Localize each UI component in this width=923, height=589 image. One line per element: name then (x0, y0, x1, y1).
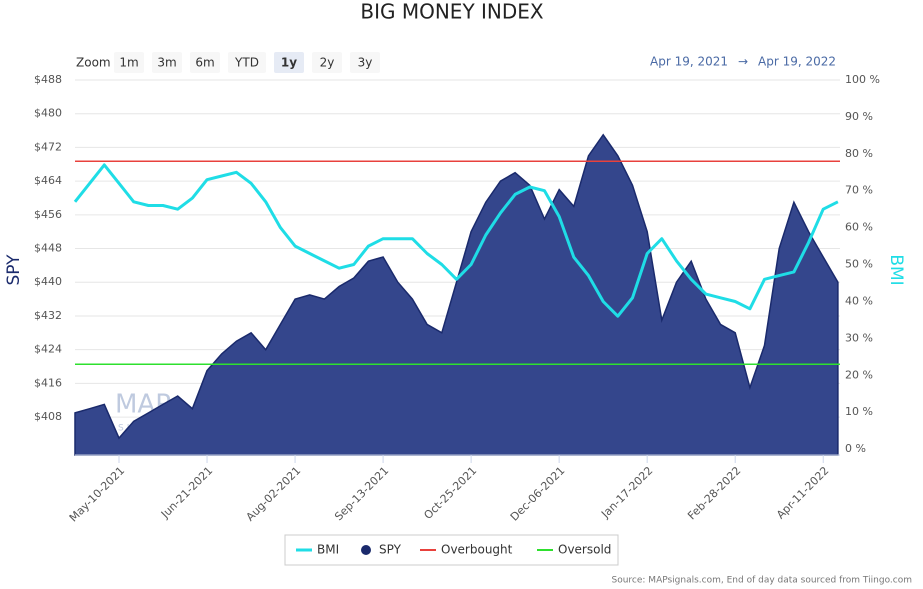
legend-label[interactable]: BMI (317, 543, 339, 557)
x-tick-label: Feb-28-2022 (685, 464, 743, 522)
zoom-button[interactable]: 6m (195, 56, 214, 70)
y2-tick-label: 20 % (845, 368, 873, 381)
x-tick-label: Dec-06-2021 (508, 464, 568, 524)
y2-tick-label: 50 % (845, 258, 873, 271)
y2-tick-label: 40 % (845, 294, 873, 307)
zoom-button-bg[interactable] (114, 52, 144, 73)
y-tick-label: $456 (34, 208, 62, 221)
zoom-button-bg[interactable] (350, 52, 380, 73)
chart-title: BIG MONEY INDEX (360, 0, 544, 24)
y-tick-label: $488 (34, 73, 62, 86)
x-tick-label: Oct-25-2021 (421, 464, 479, 522)
y-tick-label: $424 (34, 343, 62, 356)
legend-label[interactable]: SPY (379, 543, 402, 557)
y-axis-title: SPY (4, 254, 24, 286)
zoom-button[interactable]: 2y (320, 56, 335, 70)
x-tick-label: Apr-11-2022 (774, 464, 831, 521)
zoom-label: Zoom (76, 56, 111, 70)
zoom-button-bg[interactable] (228, 52, 266, 73)
y2-tick-label: 100 % (845, 73, 880, 86)
zoom-button-bg[interactable] (312, 52, 342, 73)
source: Source: MAPsignals.com, End of day data … (612, 576, 913, 586)
line (73, 163, 839, 318)
y2-tick-label: 70 % (845, 184, 873, 197)
y-tick-label: $464 (34, 174, 62, 187)
y-tick-label: $440 (34, 275, 62, 288)
y2-tick-label: 80 % (845, 147, 873, 160)
area (74, 133, 839, 456)
zoom-button[interactable]: 3y (358, 56, 373, 70)
x-tick-label: Jun-21-2021 (158, 464, 215, 521)
y2-tick-label: 10 % (845, 405, 873, 418)
y-tick-label: $408 (34, 410, 62, 423)
y-tick-label: $432 (34, 309, 62, 322)
legend-label[interactable]: Oversold (558, 543, 611, 557)
legend-box (284, 534, 619, 566)
zoom-button[interactable]: YTD (234, 56, 259, 70)
y2-axis-title: BMI (886, 254, 906, 285)
y2-tick-label: 0 % (845, 442, 866, 455)
y-tick-label: $472 (34, 140, 62, 153)
x-tick-label: May-10-2021 (67, 464, 127, 524)
legend-label[interactable]: Overbought (441, 543, 513, 557)
zoom-button-bg[interactable] (190, 52, 220, 73)
y-tick-label: $416 (34, 376, 62, 389)
y2-tick-label: 90 % (845, 110, 873, 123)
zoom-button-bg[interactable] (274, 52, 304, 73)
x-tick-label: Jan-17-2022 (598, 464, 655, 521)
y-tick-label: $480 (34, 107, 62, 120)
zoom-button[interactable]: 3m (157, 56, 176, 70)
x-tick-label: Sep-13-2021 (332, 464, 391, 523)
y2-tick-label: 60 % (845, 221, 873, 234)
date-from[interactable]: Apr 19, 2021 (650, 55, 728, 69)
x-tick-label: Aug-02-2021 (244, 464, 304, 524)
legend-swatch (361, 545, 371, 555)
range-selector: Zoom (76, 56, 111, 70)
date-arrow: → (738, 55, 748, 69)
zoom-button[interactable]: 1m (119, 56, 138, 70)
zoom-button-bg[interactable] (152, 52, 182, 73)
zoom-button[interactable]: 1y (281, 56, 297, 70)
date-to[interactable]: Apr 19, 2022 (758, 55, 836, 69)
y2-tick-label: 30 % (845, 331, 873, 344)
y-tick-label: $448 (34, 242, 62, 255)
